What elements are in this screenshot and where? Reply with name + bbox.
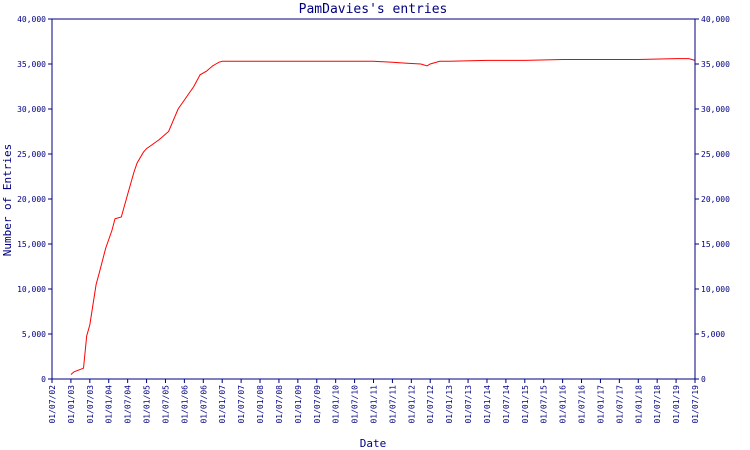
x-tick-label: 01/01/08 [256,385,265,424]
x-tick-label: 01/01/16 [559,385,568,424]
x-axis-title: Date [360,437,387,450]
x-tick-label: 01/01/10 [332,385,341,424]
y-tick-label-left: 15,000 [17,240,46,249]
y-axis-left-ticks: 0 5,000 10,000 15,000 20,000 25,000 30,000 35,0… [17,15,52,384]
chart-title: PamDavies's entries [299,2,448,17]
x-tick-label: 01/07/03 [86,385,95,424]
y-tick-label-left: 0 [41,375,46,384]
y-tick-label-left: 40,000 [17,15,46,24]
y-tick-label-right: 25,000 [701,150,730,159]
x-tick-label: 01/01/12 [407,385,416,424]
y-tick-label-left: 30,000 [17,105,46,114]
x-tick-label: 01/07/16 [578,385,587,424]
y-tick-label-left: 35,000 [17,60,46,69]
x-tick-label: 01/07/18 [653,385,662,424]
x-tick-label: 01/07/19 [691,385,700,424]
x-axis-ticks: 01/07/02 01/01/03 01/07/03 01/01/04 01/07/04… [48,379,700,424]
x-tick-label: 01/07/05 [161,385,170,424]
x-tick-label: 01/01/07 [218,385,227,424]
x-tick-label: 01/01/17 [596,385,605,424]
x-tick-label: 01/07/10 [351,385,360,424]
x-tick-label: 01/07/12 [426,385,435,424]
x-tick-label: 01/07/15 [540,385,549,424]
x-tick-label: 01/07/13 [464,385,473,424]
y-tick-label-right: 20,000 [701,195,730,204]
y-axis-right-ticks: 0 5,000 10,000 15,000 20,000 25,000 30,000 35,0… [695,15,730,384]
x-tick-label: 01/07/04 [124,385,133,424]
x-tick-label: 01/01/19 [672,385,681,424]
x-tick-label: 01/01/06 [180,385,189,424]
x-tick-label: 01/07/08 [275,385,284,424]
y-tick-label-right: 35,000 [701,60,730,69]
y-tick-label-left: 20,000 [17,195,46,204]
y-tick-label-right: 10,000 [701,285,730,294]
x-tick-label: 01/07/11 [388,385,397,424]
y-axis-title: Number of Entries [1,144,14,257]
series-line [70,58,696,375]
x-tick-label: 01/01/04 [105,385,114,424]
x-tick-label: 01/07/07 [237,385,246,424]
y-tick-label-left: 25,000 [17,150,46,159]
x-tick-label: 01/01/13 [445,385,454,424]
x-tick-label: 01/07/09 [313,385,322,424]
plot-frame [51,18,696,380]
x-tick-label: 01/07/06 [199,385,208,424]
y-tick-label-right: 0 [701,375,706,384]
x-tick-label: 01/01/05 [143,385,152,424]
y-tick-label-left: 10,000 [17,285,46,294]
y-tick-label-right: 5,000 [701,330,725,339]
y-tick-label-left: 5,000 [22,330,46,339]
x-tick-label: 01/07/02 [48,385,57,424]
x-tick-label: 01/01/15 [521,385,530,424]
x-tick-label: 01/07/14 [502,385,511,424]
y-tick-label-right: 30,000 [701,105,730,114]
x-tick-label: 01/01/18 [634,385,643,424]
x-tick-label: 01/01/09 [294,385,303,424]
x-tick-label: 01/01/11 [370,385,379,424]
y-tick-label-right: 40,000 [701,15,730,24]
x-tick-label: 01/01/03 [67,385,76,424]
y-tick-label-right: 15,000 [701,240,730,249]
x-tick-label: 01/01/14 [483,385,492,424]
x-tick-label: 01/07/17 [615,385,624,424]
